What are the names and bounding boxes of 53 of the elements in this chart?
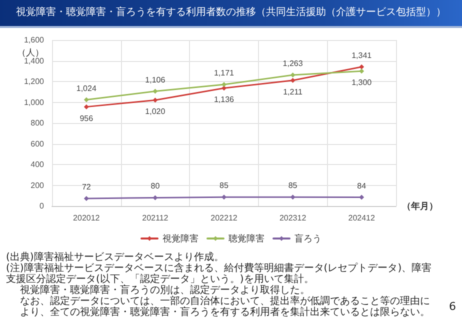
data-label: 72 — [82, 182, 92, 192]
y-tick-label: 200 — [30, 180, 45, 190]
x-tick-label: 202212 — [210, 214, 238, 222]
data-label: 1,024 — [76, 84, 97, 93]
point — [84, 104, 89, 110]
point — [84, 196, 89, 202]
data-label: 1,136 — [214, 95, 235, 104]
point — [290, 194, 296, 200]
legend-label: 聴覚障害 — [228, 234, 264, 244]
y-tick-label: 1,200 — [24, 77, 45, 86]
y-tick-label: 400 — [30, 160, 45, 169]
data-label: 1,020 — [145, 107, 166, 116]
legend-label: 盲ろう — [294, 234, 322, 244]
data-label: 1,211 — [283, 87, 304, 96]
data-label: 1,171 — [214, 68, 235, 78]
point — [290, 72, 296, 78]
x-tick-label: 202112 — [142, 214, 169, 222]
data-label: 85 — [220, 181, 229, 190]
y-tick-label: 0 — [40, 202, 45, 210]
x-tick-label: 202412 — [348, 214, 376, 222]
y-tick-label: 800 — [30, 118, 45, 128]
point — [359, 64, 364, 70]
data-label: 1,106 — [145, 75, 166, 84]
text: なお、認定データについては、一部の自治体において、提出率が低調であること等の理由により、全ての視覚障害・聴覚障害・盲ろうを有する利用者を集計出来ているとは限らない。 — [19, 296, 431, 318]
text: (出典)障害福祉サービスデータベースより作成。 — [6, 252, 225, 263]
data-label: 84 — [357, 181, 367, 190]
point — [359, 68, 364, 74]
data-label: 1,263 — [282, 58, 304, 68]
x-tick-label: 202312 — [279, 214, 307, 222]
point — [290, 78, 296, 83]
x-tick-label: 202012 — [73, 214, 100, 222]
point — [84, 97, 89, 102]
text: 6 — [449, 300, 456, 313]
chart-title: 視覚障害・聴覚障害・盲ろうを有する利用者数の推移（共同生活援助（介護サービス包括型）） — [0, 0, 462, 28]
point — [222, 194, 226, 200]
y-tick-label: 600 — [30, 139, 45, 148]
y-tick-label: 1,000 — [24, 98, 45, 107]
y-axis-title: （人） — [17, 47, 44, 58]
point — [359, 194, 364, 200]
y-tick-label: 1,600 — [24, 36, 45, 44]
y-tick-label: 1,400 — [24, 56, 45, 66]
text: (注)障害福祉サービスデータベースに含まれる、給付費等明細書データ(レセプトデータ)、障害支援区分認定データ(以下、「認定データ」という。)を用いて集計。 — [6, 263, 433, 285]
data-label: 956 — [80, 114, 94, 123]
data-label: 80 — [150, 182, 160, 191]
data-label: 85 — [288, 181, 298, 190]
point — [152, 88, 158, 94]
x-axis-title: （年月） — [402, 201, 438, 211]
point — [222, 82, 226, 88]
data-label: 1,300 — [352, 78, 372, 88]
legend-label: 視覚障害 — [162, 234, 198, 244]
text: 視覚障害・聴覚障害・盲ろうの別は、認定データより取得した。 — [19, 285, 311, 296]
point — [152, 98, 158, 103]
data-label: 1,341 — [352, 50, 372, 60]
